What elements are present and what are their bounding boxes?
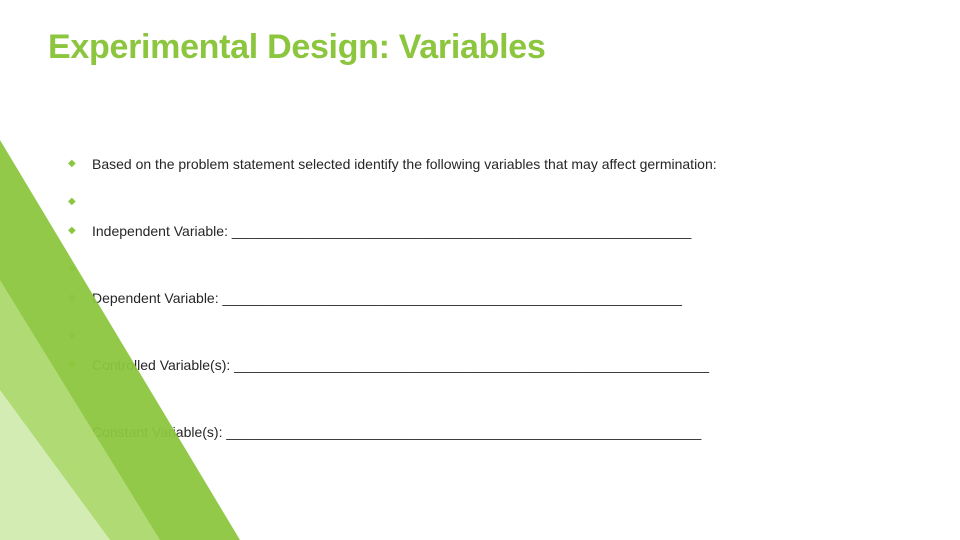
bullet-list: Based on the problem statement selected … — [68, 155, 900, 489]
list-item: Based on the problem statement selected … — [68, 155, 900, 174]
slide: Experimental Design: Variables Based on … — [0, 0, 960, 540]
list-item — [68, 327, 900, 337]
list-item — [68, 193, 900, 203]
list-item — [68, 260, 900, 270]
list-item: Controlled Variable(s): ________________… — [68, 356, 900, 375]
list-item — [68, 394, 900, 404]
page-title: Experimental Design: Variables — [48, 28, 545, 67]
list-item: Constant Variable(s): __________________… — [68, 423, 900, 442]
list-item: Independent Variable: __________________… — [68, 222, 900, 241]
list-item: Dependent Variable: ____________________… — [68, 289, 900, 308]
